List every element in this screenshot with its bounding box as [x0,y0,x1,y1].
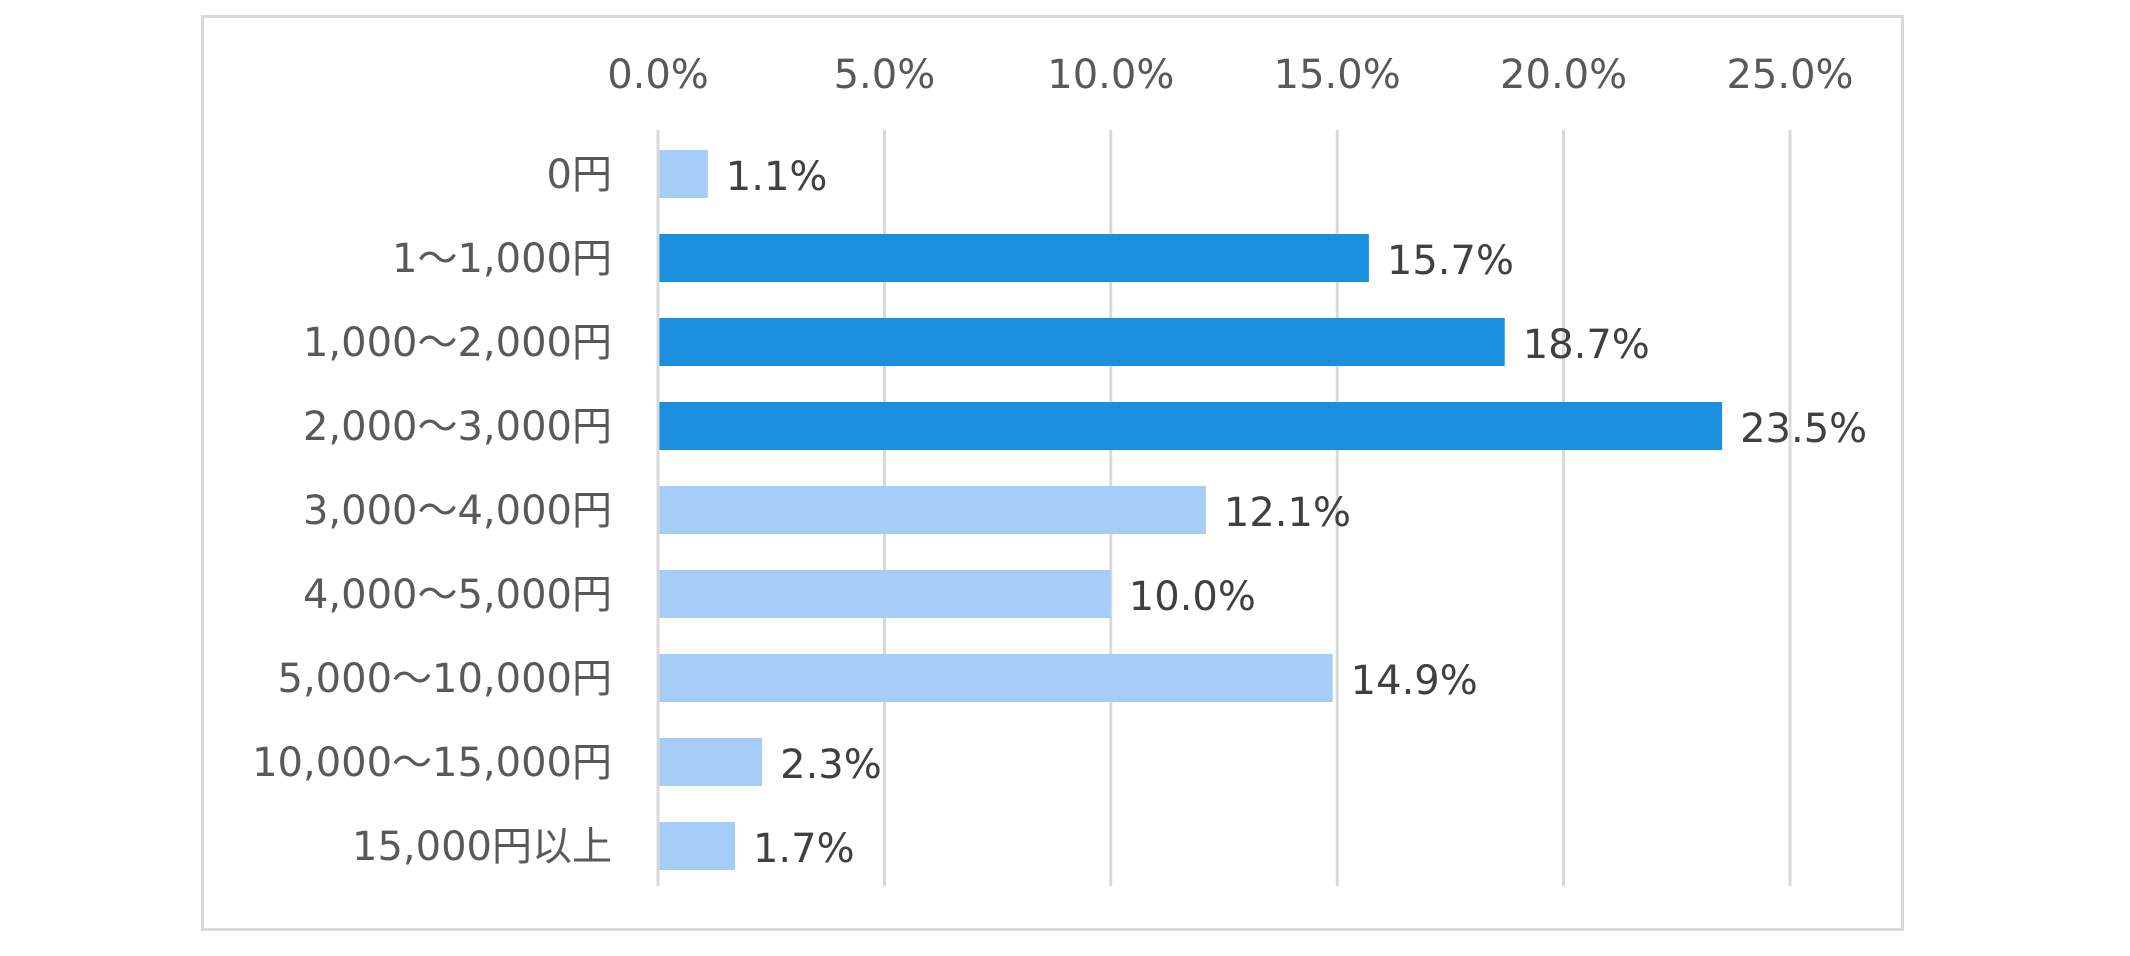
category-label: 15,000円以上 [352,824,612,870]
bar [659,234,1369,282]
x-tick-label: 10.0% [1047,52,1174,98]
bar [659,318,1505,366]
data-labels: 1.1% 15.7%18.7% 23.5% 12.1% 10.0% 14.9% 2.3% 1.… [726,154,1867,872]
category-label: 1～1,000円 [392,236,612,282]
category-label: 1,000～2,000円 [303,320,612,366]
bar [659,402,1723,450]
bar [659,738,763,786]
category-label: 2,000～3,000円 [303,404,612,450]
x-tick-label: 5.0% [834,52,936,98]
data-label: 18.7% [1523,322,1650,368]
category-labels: 0円 1～1,000円 1,000～2,000円 2,000～3,000円 3,000～… [252,152,612,870]
bar [659,654,1333,702]
bar [659,570,1111,618]
data-label: 12.1% [1224,490,1351,536]
category-label: 5,000～10,000円 [278,656,612,702]
data-label: 1.7% [753,826,855,872]
category-label: 4,000～5,000円 [303,572,612,618]
bars [659,150,1723,870]
data-label: 15.7% [1387,238,1514,284]
bar [659,486,1206,534]
data-label: 1.1% [726,154,828,200]
category-label: 10,000～15,000円 [252,740,612,786]
x-axis-ticks: 0.0% 5.0% 10.0% 15.0% 20.0% 25.0% [607,52,1853,98]
data-label: 23.5% [1740,406,1867,452]
category-label: 0円 [547,152,612,198]
x-tick-label: 0.0% [607,52,709,98]
data-label: 2.3% [780,742,882,788]
chart-frame [201,15,1904,931]
bar [659,150,708,198]
category-label: 3,000～4,000円 [303,488,612,534]
x-tick-label: 25.0% [1726,52,1853,98]
bar [659,822,735,870]
x-tick-label: 15.0% [1274,52,1401,98]
x-tick-label: 20.0% [1500,52,1627,98]
data-label: 14.9% [1351,658,1478,704]
data-label: 10.0% [1129,574,1256,620]
